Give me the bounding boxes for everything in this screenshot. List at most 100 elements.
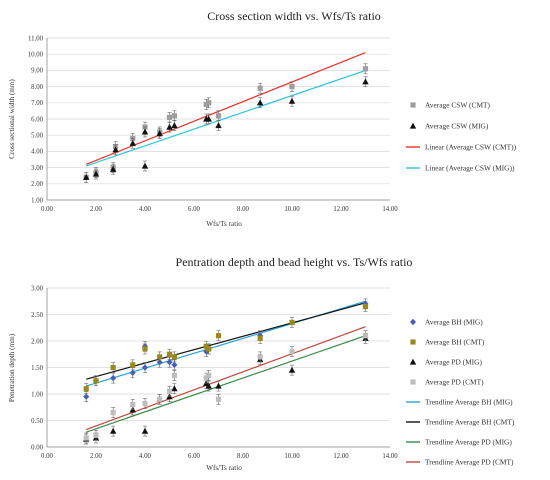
data-point	[142, 346, 148, 352]
data-point	[92, 170, 100, 177]
legend-label: Average CSW (CMT)	[425, 101, 491, 110]
legend-swatch	[409, 358, 417, 365]
y-tick-label: 2.00	[31, 338, 43, 345]
data-point	[156, 359, 163, 366]
y-tick-label: 2.00	[31, 181, 43, 188]
x-tick-label: 10.00	[284, 206, 300, 213]
data-point	[288, 366, 296, 373]
data-point	[171, 385, 178, 392]
data-point	[215, 396, 222, 402]
data-point	[362, 66, 369, 72]
x-tick-label: 6.00	[188, 453, 200, 460]
data-point	[130, 362, 136, 368]
data-point	[171, 361, 178, 369]
y-tick-label: 11.00	[28, 35, 44, 42]
legend-label: Average BH (MIG)	[425, 318, 483, 327]
data-point	[215, 122, 222, 129]
data-point	[166, 359, 173, 366]
y-tick-label: 10.00	[28, 52, 44, 59]
data-point	[93, 378, 99, 384]
data-point	[166, 123, 173, 130]
data-point	[141, 162, 149, 169]
data-point	[362, 303, 369, 310]
data-point	[257, 85, 263, 91]
chart-title: Cross section width vs. Wfs/Ts ratio	[207, 9, 381, 23]
data-point	[110, 409, 116, 416]
x-tick-label: 2.00	[90, 453, 102, 460]
data-point	[141, 128, 149, 135]
legend-label: Average BH (CMT)	[425, 338, 485, 347]
data-point	[129, 369, 136, 376]
data-point	[83, 393, 90, 400]
data-point	[129, 139, 136, 146]
x-tick-label: 2.00	[90, 206, 102, 213]
data-point	[205, 382, 212, 389]
data-point	[288, 97, 296, 104]
data-point	[142, 400, 148, 407]
data-point	[205, 115, 212, 122]
y-tick-label: 2.50	[31, 312, 43, 319]
data-point	[171, 354, 177, 360]
data-point	[215, 382, 222, 389]
x-axis-label: Wfs/Ts ratio	[206, 464, 242, 472]
y-tick-label: 5.00	[31, 133, 43, 140]
chart-title: Pentration depth and bead height vs. Ts/…	[176, 255, 413, 269]
legend-label: Linear (Average CSW (CMT))	[425, 143, 517, 152]
y-axis-label: Cross sectional width (mm)	[8, 79, 16, 159]
x-tick-label: 8.00	[237, 453, 249, 460]
data-point	[142, 364, 148, 371]
data-point	[112, 146, 119, 153]
trendline	[86, 335, 366, 433]
data-point	[141, 427, 149, 434]
data-point	[289, 349, 295, 355]
legend-swatch	[410, 102, 416, 108]
data-point	[203, 343, 209, 349]
data-point	[110, 364, 116, 371]
data-point	[362, 78, 369, 85]
x-tick-label: 8.00	[237, 206, 249, 213]
data-point	[206, 372, 212, 379]
legend-swatch	[409, 122, 417, 129]
legend-label: Average PD (MIG)	[425, 358, 482, 367]
y-tick-label: 1.00	[31, 197, 43, 204]
x-tick-label: 10.00	[284, 453, 300, 460]
legend-label: Trendline Average PD (CMT)	[425, 458, 514, 467]
data-point	[206, 100, 212, 106]
data-point	[206, 346, 212, 352]
data-point	[257, 354, 263, 360]
y-tick-label: 3.00	[31, 165, 43, 172]
legend-swatch	[410, 339, 416, 345]
trendline	[85, 326, 366, 431]
y-tick-label: 7.00	[31, 100, 43, 107]
data-point	[257, 335, 263, 341]
data-point	[289, 319, 295, 326]
data-point	[130, 402, 136, 408]
x-tick-label: 0.00	[41, 453, 53, 460]
data-point	[166, 351, 173, 357]
x-tick-label: 0.00	[41, 206, 53, 213]
y-tick-label: 0.50	[31, 418, 43, 425]
x-tick-label: 4.00	[139, 453, 151, 460]
data-point	[156, 130, 163, 137]
trendline	[86, 69, 366, 167]
data-point	[110, 374, 117, 382]
chart-cross-section-width: Cross section width vs. Wfs/Ts ratio Wfs…	[8, 9, 517, 228]
data-point	[215, 113, 222, 119]
legend-label: Average CSW (MIG)	[425, 122, 489, 131]
legend-label: Linear (Average CSW (MIG))	[425, 164, 515, 173]
legend-swatch	[410, 379, 416, 385]
data-point	[93, 432, 99, 438]
y-tick-label: 1.50	[31, 365, 43, 372]
data-point	[289, 84, 295, 90]
legend-label: Trendline Average PD (MIG)	[425, 438, 512, 447]
data-point	[171, 113, 177, 119]
data-point	[362, 333, 369, 339]
x-tick-label: 4.00	[139, 206, 151, 213]
y-tick-label: 3.00	[31, 285, 43, 292]
y-tick-label: 4.00	[31, 149, 43, 156]
x-tick-label: 14.00	[382, 453, 398, 460]
data-point	[83, 386, 89, 392]
legend-label: Trendline Average BH (MIG)	[425, 398, 513, 407]
data-point	[215, 333, 222, 339]
